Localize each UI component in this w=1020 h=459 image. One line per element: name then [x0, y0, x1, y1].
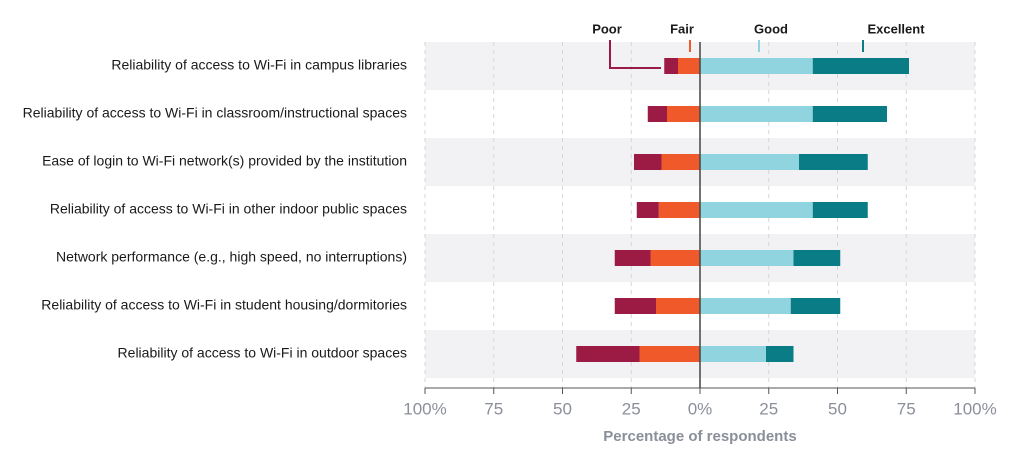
bar-segment: [636, 202, 659, 218]
bar-segment: [664, 58, 678, 74]
x-tick-label: 75: [897, 399, 916, 418]
legend-label: Excellent: [867, 21, 925, 36]
bar-segment: [812, 106, 887, 122]
bar-segment: [700, 298, 791, 314]
legend-connector: [609, 40, 661, 69]
category-label: Network performance (e.g., high speed, n…: [56, 249, 407, 265]
category-label: Reliability of access to Wi-Fi in outdoo…: [118, 345, 407, 361]
bar-segment: [656, 298, 700, 314]
legend-label: Poor: [592, 21, 622, 36]
x-axis-title: Percentage of respondents: [603, 428, 796, 445]
bar-segment: [647, 106, 667, 122]
category-label: Reliability of access to Wi-Fi in studen…: [41, 297, 407, 313]
bar-segment: [658, 202, 700, 218]
bar-segment: [790, 298, 841, 314]
bar-segment: [634, 154, 662, 170]
bar-segment: [700, 106, 813, 122]
bar-segment: [639, 346, 700, 362]
bar-segment: [700, 250, 794, 266]
x-tick-label: 0%: [688, 399, 713, 418]
bar-segment: [700, 58, 813, 74]
bar-segment: [793, 250, 841, 266]
bar-segment: [667, 106, 700, 122]
bar-segment: [614, 250, 651, 266]
bar-segment: [700, 202, 813, 218]
x-tick-label: 50: [828, 399, 847, 418]
x-tick-label: 75: [484, 399, 503, 418]
bar-segment: [614, 298, 656, 314]
bar-segment: [576, 346, 640, 362]
category-label: Reliability of access to Wi-Fi in classr…: [23, 105, 407, 121]
category-label: Reliability of access to Wi-Fi in other …: [50, 201, 407, 217]
bar-segment: [661, 154, 700, 170]
bar-segment: [700, 154, 799, 170]
x-tick-label: 100%: [953, 399, 996, 418]
x-tick-label: 25: [759, 399, 778, 418]
legend-label: Good: [754, 21, 788, 36]
category-label: Ease of login to Wi-Fi network(s) provid…: [42, 153, 407, 169]
legend-label: Fair: [670, 21, 694, 36]
bar-segment: [766, 346, 794, 362]
x-tick-label: 50: [553, 399, 572, 418]
category-label: Reliability of access to Wi-Fi in campus…: [111, 57, 407, 73]
bar-segment: [678, 58, 700, 74]
bar-segment: [650, 250, 700, 266]
bar-segment: [812, 202, 868, 218]
x-tick-label: 25: [622, 399, 641, 418]
bar-segment: [799, 154, 868, 170]
bar-segment: [812, 58, 909, 74]
bar-segment: [700, 346, 766, 362]
x-tick-label: 100%: [403, 399, 446, 418]
